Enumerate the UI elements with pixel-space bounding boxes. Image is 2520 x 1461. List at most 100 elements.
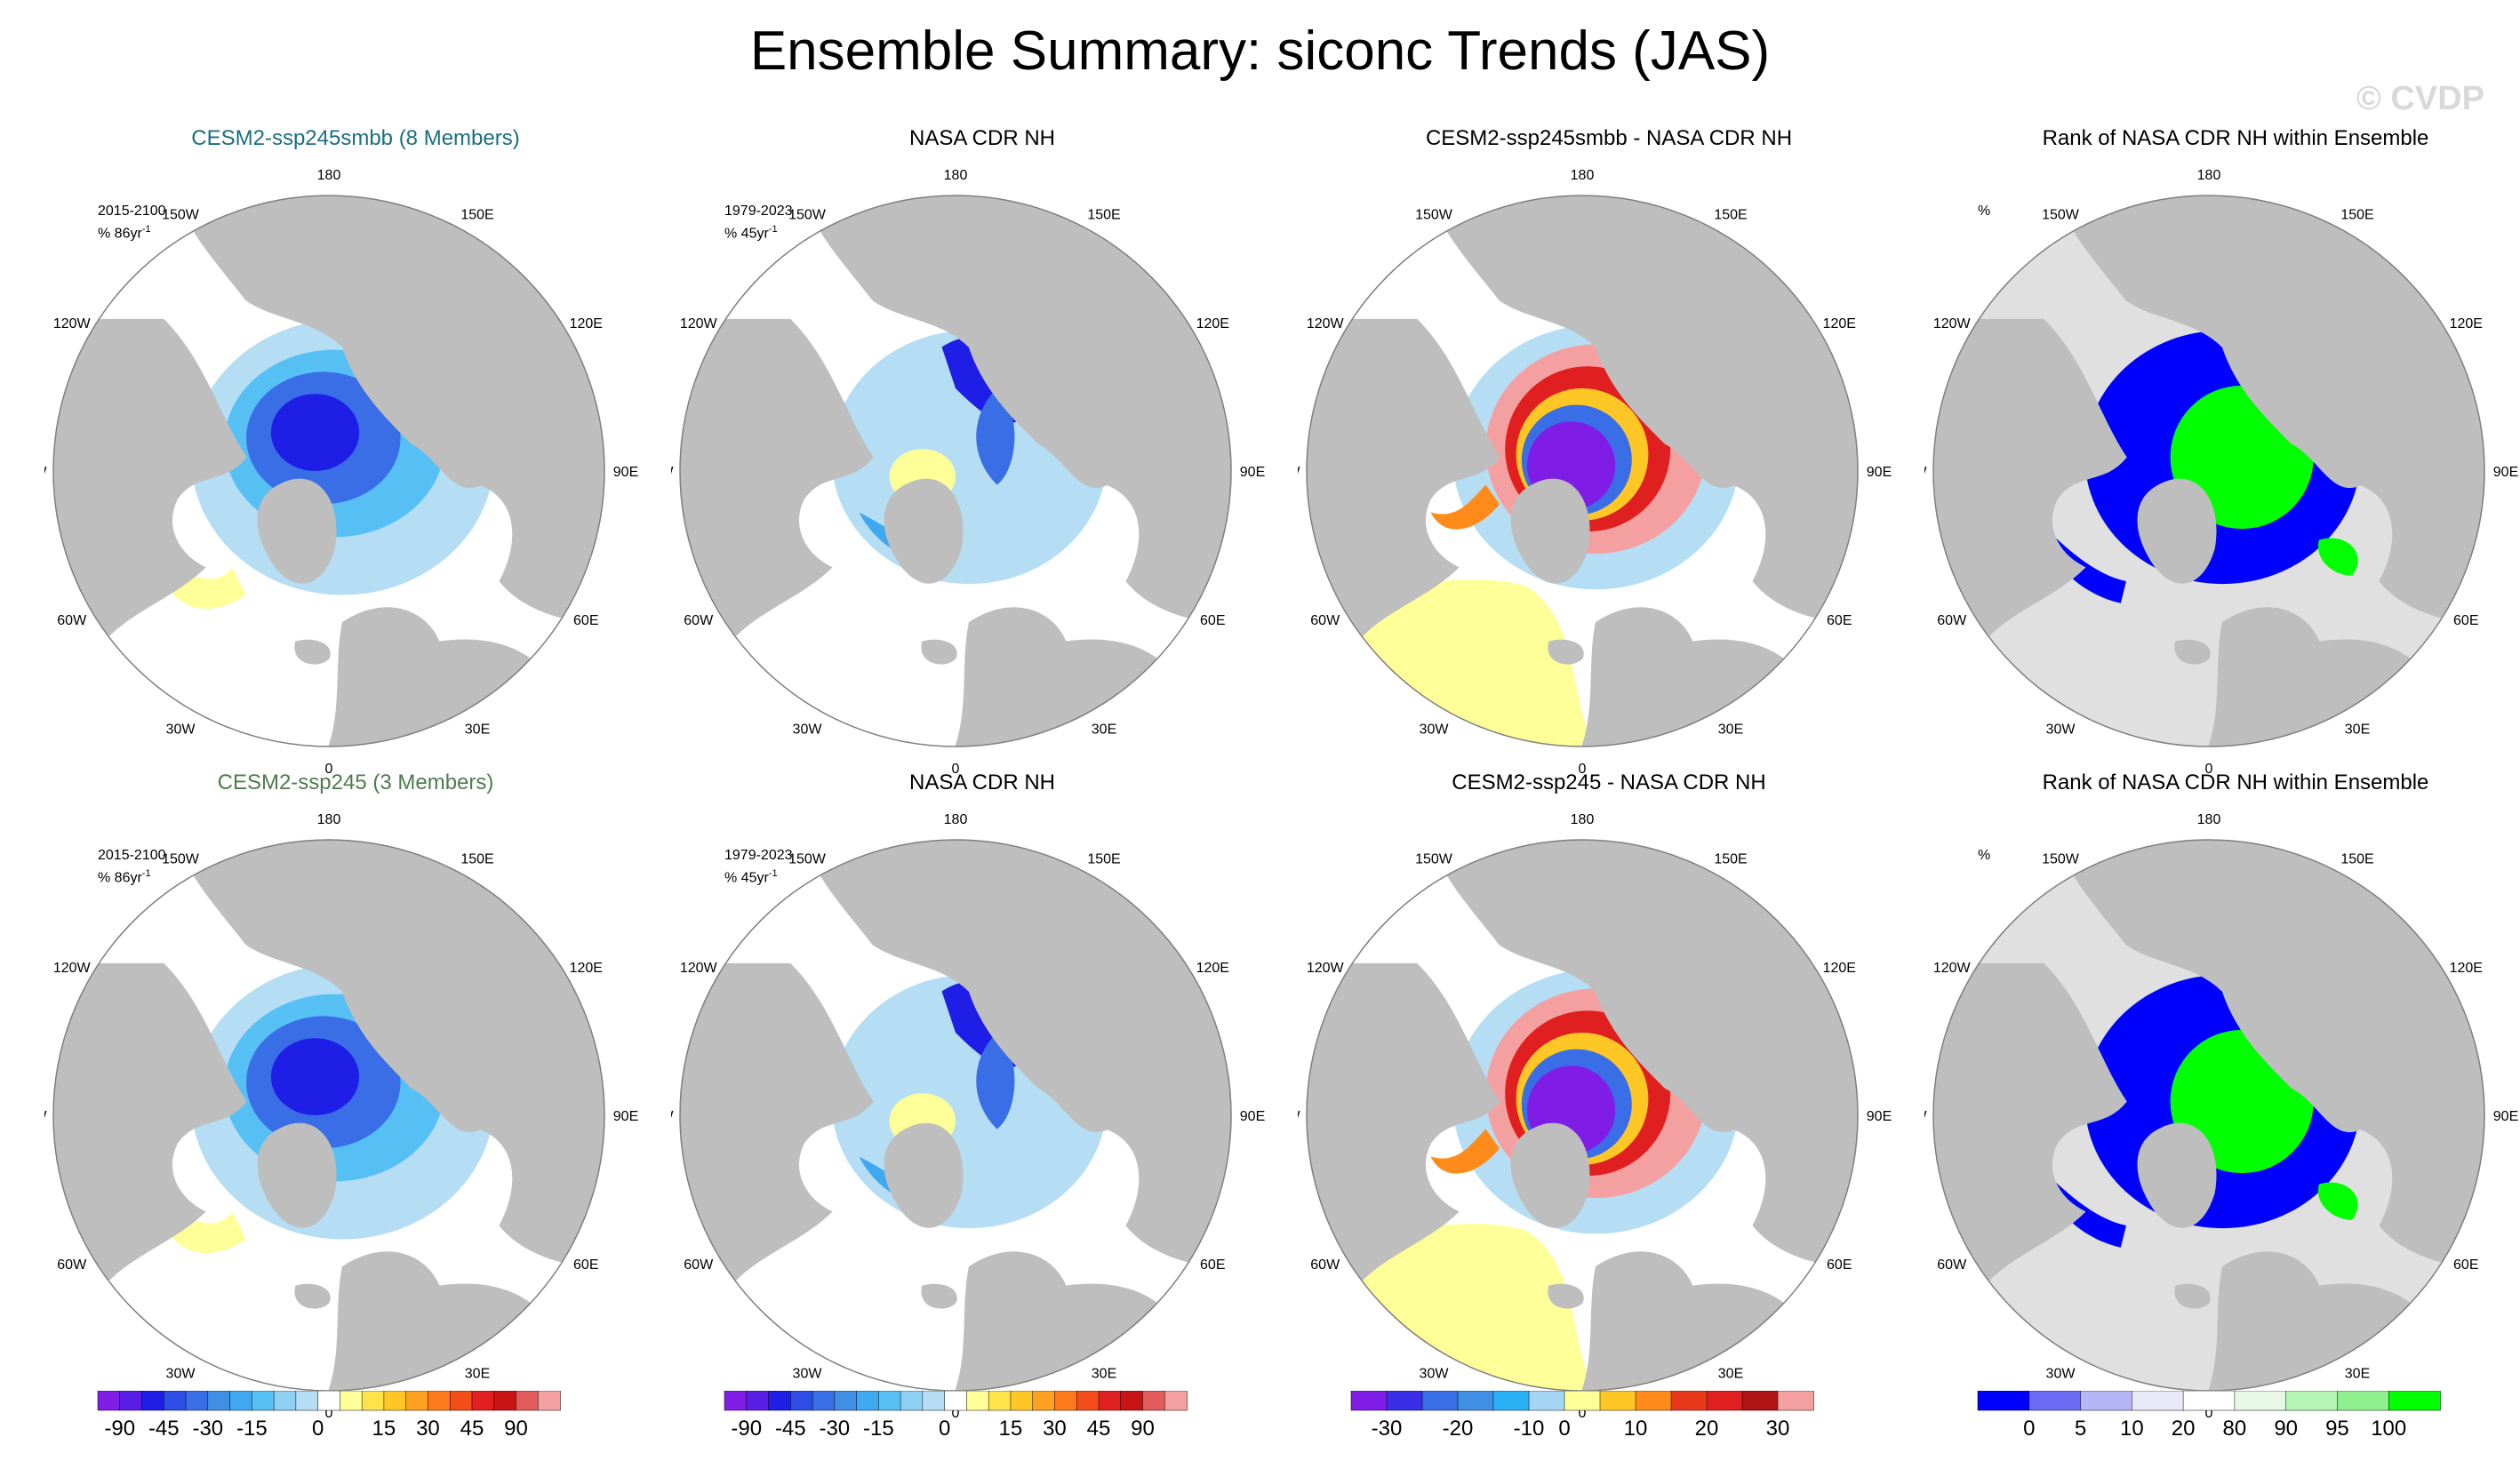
colorbar-swatch [1120, 1390, 1144, 1411]
colorbar-swatch [1564, 1390, 1601, 1411]
lon-label: 30W [1420, 722, 1450, 737]
lon-label: 30W [793, 1366, 823, 1381]
polar-map: 180 150E 120E 90E 60E 30E 0 30W 60W 90W 120W 150W [1924, 168, 2518, 773]
page-title: Ensemble Summary: siconc Trends (JAS) [749, 20, 1771, 82]
colorbar-swatch [2337, 1390, 2389, 1411]
colorbar-tick: -45 [775, 1417, 806, 1441]
colorbar-swatch [516, 1390, 539, 1411]
polar-map: 180 150E 120E 90E 60E 30E 0 30W 60W 90W 120W 150W [671, 812, 1265, 1417]
lon-label: 180 [317, 812, 341, 827]
lon-label: 90W [671, 465, 674, 480]
map-panel-r1c2: NASA CDR NH 1979-2023 % 45yr-1 180 150E 120E 9… [671, 124, 1293, 800]
units-label: % [1978, 204, 1991, 219]
lon-label: 150E [2340, 208, 2373, 223]
polar-map: 180 150E 120E 90E 60E 30E 0 30W 60W 90W 120W 150W [44, 168, 638, 773]
lon-label: 0 [952, 1406, 960, 1417]
lon-label: 150W [1415, 208, 1453, 223]
lon-label: 150E [1714, 852, 1747, 867]
lon-label: 150W [2042, 208, 2080, 223]
colorbar-tick: 5 [2075, 1417, 2086, 1441]
colorbar-swatch [790, 1390, 813, 1411]
units-label: % [1978, 848, 1991, 863]
colorbar-swatch [922, 1390, 946, 1411]
panel-title: CESM2-ssp245 (3 Members) [217, 770, 494, 794]
lon-label: 30W [2046, 1366, 2076, 1381]
lon-label: 0 [325, 762, 333, 773]
colorbar-tick: 0 [939, 1417, 950, 1441]
colorbar-swatch [1421, 1390, 1459, 1411]
period-label: 1979-2023 [724, 848, 793, 863]
map-panel-r1c4: Rank of NASA CDR NH within Ensemble% 180 1… [1924, 124, 2520, 800]
colorbar-swatch [856, 1390, 880, 1411]
lon-label: 30E [1718, 722, 1743, 737]
lon-label: 120E [2450, 316, 2483, 331]
lon-label: 120E [1823, 961, 1856, 976]
colorbar-tick: -30 [192, 1417, 223, 1441]
map-panel-r2c2: NASA CDR NH 1979-2023 % 45yr-1 180 150E 120E 9… [671, 769, 1293, 1444]
colorbar-swatch [361, 1390, 385, 1411]
colorbar-swatch [1032, 1390, 1056, 1411]
colorbar-tick: 15 [372, 1417, 396, 1441]
lon-label: 30W [2046, 722, 2076, 737]
lon-label: 30E [465, 1366, 490, 1381]
lon-label: 120W [53, 961, 92, 976]
lon-label: 90E [2493, 1109, 2518, 1124]
colorbar-swatch [252, 1390, 275, 1411]
panel-title: NASA CDR NH [908, 126, 1056, 150]
units-label: % 86yr-1 [98, 868, 151, 886]
lon-label: 120E [1823, 316, 1856, 331]
lon-label: 120E [1196, 961, 1229, 976]
map-panel-r1c3: CESM2-ssp245smbb - NASA CDR NH 180 150E 120… [1298, 124, 1920, 800]
lon-label: 0 [1579, 762, 1587, 773]
lon-label: 60E [1827, 1257, 1852, 1273]
colorbar-swatch [1457, 1390, 1494, 1411]
lon-label: 0 [2205, 1406, 2213, 1417]
watermark: © CVDP [2356, 80, 2484, 117]
lon-label: 90W [1924, 1109, 1927, 1124]
period-label: 1979-2023 [724, 204, 793, 219]
colorbar-tick: 10 [2120, 1417, 2144, 1441]
colorbar-swatch [1350, 1390, 1388, 1411]
colorbar-swatch [449, 1390, 473, 1411]
colorbar-swatch [273, 1390, 297, 1411]
lon-label: 60E [573, 1257, 598, 1273]
colorbar-swatch [900, 1390, 924, 1411]
lon-label: 150W [162, 852, 200, 867]
lon-label: 120W [53, 316, 92, 331]
colorbar-swatch [1142, 1390, 1165, 1411]
lon-label: 60E [1827, 613, 1852, 628]
lon-label: 60W [684, 613, 714, 628]
period-label: 2015-2100 [98, 204, 166, 219]
lon-label: 60W [684, 1257, 714, 1273]
colorbar-swatch [1098, 1390, 1122, 1411]
lon-label: 90W [671, 1109, 674, 1124]
colorbar-swatch [1670, 1390, 1708, 1411]
colorbar-swatch [2234, 1390, 2287, 1411]
lon-label: 90E [613, 1109, 638, 1124]
colorbar-swatch [340, 1390, 363, 1411]
panel-meta: % [1978, 847, 1990, 865]
colorbar-tick: 100 [2371, 1417, 2406, 1441]
panel-title: CESM2-ssp245 - NASA CDR NH [1452, 770, 1766, 794]
colorbar-swatch [2182, 1390, 2236, 1411]
lon-label: 120E [2450, 961, 2483, 976]
colorbar-swatch [966, 1390, 989, 1411]
colorbar-tick: -90 [104, 1417, 135, 1441]
colorbar-tick: 10 [1624, 1417, 1648, 1441]
lon-label: 150E [1714, 208, 1747, 223]
lon-label: 60W [1937, 1257, 1967, 1273]
lon-label: 90E [1867, 465, 1892, 480]
colorbar-swatch [185, 1390, 209, 1411]
lon-label: 30E [1718, 1366, 1743, 1381]
lon-label: 90E [1867, 1109, 1892, 1124]
lon-label: 90W [44, 1109, 47, 1124]
colorbar-tick: 0 [2023, 1417, 2035, 1441]
lon-label: 30W [793, 722, 823, 737]
trend-colorbar-2: -90 -45 -30 -15 0 15 30 45 90 [707, 1390, 1204, 1453]
colorbar-tick: 95 [2325, 1417, 2349, 1441]
colorbar-tick: 90 [2274, 1417, 2298, 1441]
lon-label: 90W [44, 465, 47, 480]
lon-label: 120E [1196, 316, 1229, 331]
map-panel-r2c1: CESM2-ssp245 (3 Members) 2015-2100 % 86yr-… [44, 769, 667, 1444]
lon-label: 90W [1298, 1109, 1300, 1124]
